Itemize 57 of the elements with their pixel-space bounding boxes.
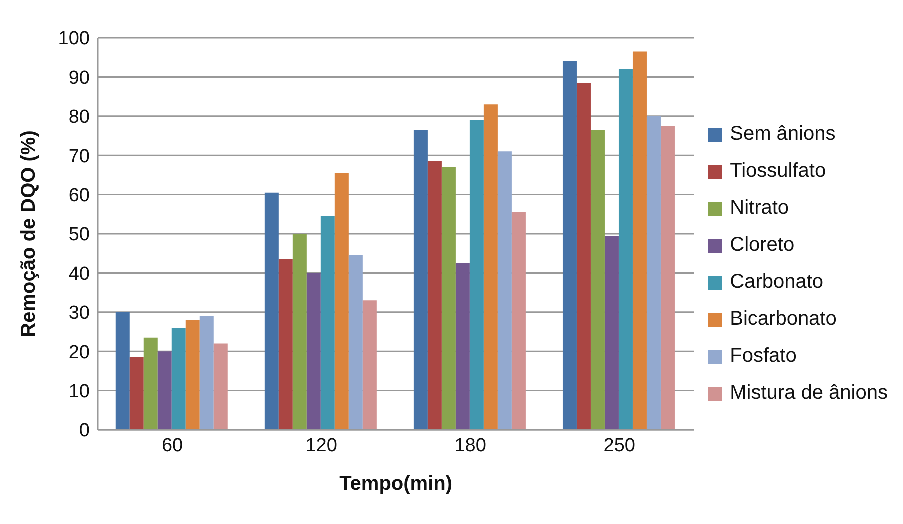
bar — [632, 52, 647, 430]
bar — [498, 152, 512, 430]
bar — [562, 62, 577, 430]
legend-label: Tiossulfato — [730, 159, 826, 184]
bar — [414, 130, 428, 430]
bar — [484, 104, 498, 430]
y-tick-label: 100 — [58, 28, 90, 50]
bar — [158, 352, 172, 430]
bar — [470, 120, 484, 430]
y-tick-label: 70 — [68, 146, 90, 168]
x-tick-label: 180 — [454, 435, 486, 456]
bar — [660, 126, 675, 430]
legend-label: Sem ânions — [730, 122, 836, 147]
y-tick-label: 90 — [68, 68, 90, 89]
bar — [442, 167, 456, 430]
bar — [200, 316, 214, 430]
legend-label: Mistura de ânions — [730, 381, 888, 406]
y-tick-label: 30 — [68, 303, 90, 324]
legend-label: Fosfato — [730, 344, 797, 369]
y-tick-label: 80 — [68, 107, 90, 128]
y-tick-label: 10 — [68, 382, 90, 403]
bar — [306, 273, 321, 430]
bar — [512, 212, 526, 430]
bar — [428, 161, 442, 430]
y-tick-label: 60 — [68, 186, 90, 207]
bar — [456, 263, 470, 430]
legend-label: Nitrato — [730, 196, 790, 221]
y-tick-label: 0 — [79, 420, 90, 442]
bar — [590, 130, 605, 430]
bar — [144, 338, 158, 430]
bar — [618, 69, 633, 430]
bar — [130, 357, 144, 430]
bar — [186, 320, 200, 430]
bar — [334, 173, 349, 430]
bar — [646, 116, 661, 430]
bar — [116, 312, 130, 430]
x-axis-title: Tempo(min) — [340, 473, 453, 495]
bar — [172, 328, 186, 430]
legend-label: Carbonato — [730, 270, 824, 295]
bar — [278, 259, 293, 430]
legend-label: Bicarbonato — [730, 307, 837, 332]
bar — [362, 300, 377, 430]
y-axis-title: Remoção de DQO (%) — [18, 130, 40, 338]
bar — [576, 83, 591, 430]
legend-label: Cloreto — [730, 233, 795, 258]
bar — [292, 234, 307, 430]
bar — [214, 344, 228, 430]
x-tick-label: 120 — [306, 435, 338, 456]
bar — [264, 192, 279, 430]
x-tick-label: 60 — [162, 435, 184, 456]
bar — [320, 216, 335, 430]
bar — [604, 236, 619, 430]
x-tick-label: 250 — [604, 435, 636, 456]
y-tick-label: 40 — [68, 264, 90, 285]
y-tick-label: 50 — [68, 224, 90, 246]
bar — [348, 256, 363, 430]
y-tick-label: 20 — [68, 342, 90, 364]
